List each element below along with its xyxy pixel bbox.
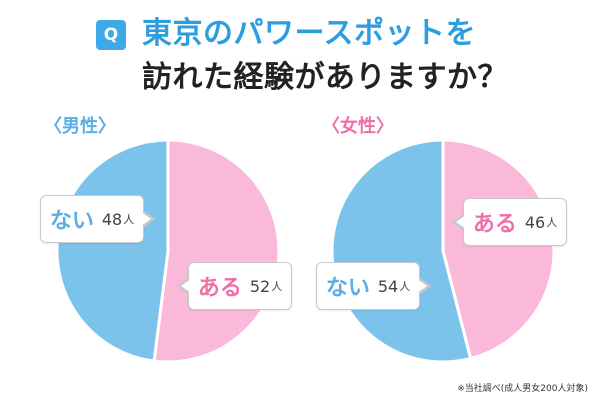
male-nai-callout: ない 48 人 [40, 195, 155, 243]
female-aru-unit: 人 [546, 216, 558, 229]
male-nai-label: ない [49, 209, 94, 234]
chart-title: Q 東京のパワースポットを 訪れた経験がありますか？ [92, 12, 552, 102]
female-aru-pointer [452, 213, 466, 231]
male-aru-pointer [177, 277, 191, 295]
male-aru-value: 52 [249, 276, 271, 296]
female-nai-value: 54 [377, 276, 399, 296]
male-pie [55, 138, 281, 364]
title-line-2: 訪れた経験がありますか？ [142, 60, 508, 95]
female-aru-value: 46 [524, 212, 546, 232]
male-nai-pointer [141, 210, 155, 228]
male-aru-label: ある [197, 276, 242, 301]
male-label: 〈男性〉 [44, 116, 116, 137]
female-label: 〈女性〉 [322, 116, 394, 137]
female-nai-pointer [417, 277, 431, 295]
male-nai-value: 48 [101, 209, 123, 229]
female-pie [330, 138, 556, 364]
female-nai-callout: ない 54 人 [316, 262, 431, 310]
female-nai-unit: 人 [399, 280, 411, 293]
title-line-1: 東京のパワースポットを [142, 16, 476, 51]
female-aru-label: ある [472, 212, 517, 237]
male-aru-callout: ある 52 人 [177, 262, 292, 310]
footnote: ※当社調べ(成人男女200人対象) [457, 384, 588, 394]
male-aru-unit: 人 [271, 280, 283, 293]
female-nai-label: ない [325, 276, 370, 301]
question-badge: Q [96, 20, 126, 50]
male-slice-nai [55, 138, 170, 363]
female-aru-callout: ある 46 人 [452, 198, 567, 246]
male-slice-aru [152, 138, 281, 364]
male-nai-unit: 人 [123, 213, 135, 226]
